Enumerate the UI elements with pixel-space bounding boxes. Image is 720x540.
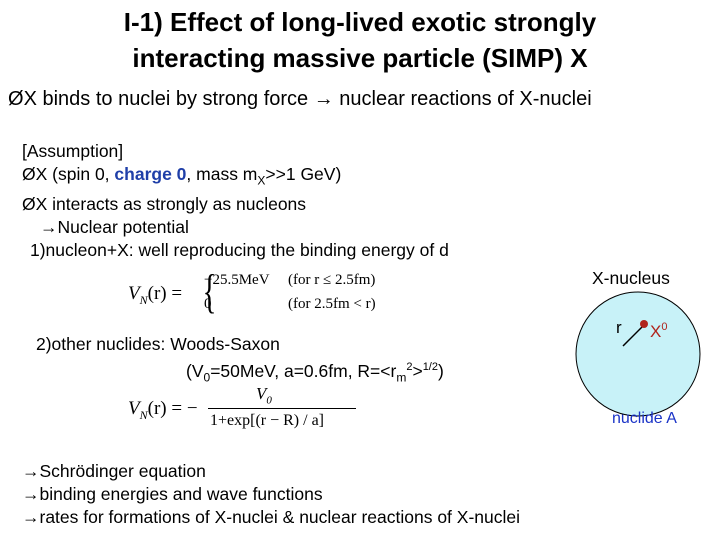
eq2-lhs: VN(r) = − — [128, 398, 198, 422]
title-line-1: I-1) Effect of long-lived exotic strongl… — [123, 7, 597, 37]
eq1-case2-cond: (for 2.5fm < r) — [288, 296, 376, 312]
slide-title: I-1) Effect of long-lived exotic strongl… — [0, 4, 720, 76]
arrow-icon: → — [22, 484, 40, 504]
ws-line-2: (V0=50MeV, a=0.6fm, R=<rm2>1/2) — [186, 360, 444, 385]
r-label: r — [616, 318, 622, 337]
item-marker: Ø — [22, 164, 36, 184]
eq1-case2-value: 0 — [204, 296, 212, 312]
woods-saxon-text: 2)other nuclides: Woods-Saxon (V0=50MeV,… — [36, 333, 444, 389]
arrow-icon: → — [22, 507, 40, 527]
equation-woods-saxon: VN(r) = − V0 1+exp[(r − R) / a] — [128, 384, 358, 436]
main-bullet: ØX binds to nuclei by strong force → nuc… — [8, 88, 592, 111]
assumption-item-2: ØX interacts as strongly as nucleons — [22, 193, 449, 216]
conclusion-line-1: →Schrödinger equation — [22, 461, 206, 481]
eq1-case1-cond: (for r ≤ 2.5fm) — [288, 272, 376, 288]
assumption-header: [Assumption] — [22, 141, 124, 161]
eq1-brace: { — [202, 265, 217, 318]
assumption-item-3: →Nuclear potential — [22, 216, 449, 239]
eq1-case1-value: −25.5MeV — [204, 272, 270, 288]
title-line-2: interacting massive particle (SIMP) X — [132, 43, 588, 73]
eq1-lhs: VN(r) = — [128, 283, 183, 307]
assumption-block: [Assumption] ØX (spin 0, charge 0, mass … — [22, 140, 449, 262]
nuclide-a-label: nuclide A — [612, 410, 677, 427]
conclusion-block: →Schrödinger equation →binding energies … — [22, 460, 520, 529]
assumption-item-4: 1)nucleon+X: well reproducing the bindin… — [30, 239, 449, 260]
conclusion-line-3: →rates for formations of X-nuclei & nucl… — [22, 507, 520, 527]
radius-line — [622, 325, 644, 347]
charge-highlight: charge 0 — [114, 164, 187, 184]
bullet-text-a: X binds to nuclei by strong force — [23, 88, 309, 110]
eq2-denominator: 1+exp[(r − R) / a] — [210, 412, 325, 429]
item2-text: X interacts as strongly as nucleons — [35, 193, 307, 214]
item-marker: Ø — [22, 193, 36, 214]
bullet-text-b: nuclear reactions of X-nuclei — [339, 88, 592, 110]
mass-subscript: X — [257, 173, 266, 188]
conclusion-line-2: →binding energies and wave functions — [22, 484, 323, 504]
item1-text-a: X (spin 0, — [35, 164, 115, 184]
x-nucleus-label: X-nucleus — [592, 268, 670, 288]
item1-text-c: >>1 GeV) — [265, 164, 342, 184]
x-nucleus-diagram: r X0 — [575, 291, 701, 417]
assumption-item-1: ØX (spin 0, charge 0, mass mX>>1 GeV) — [22, 163, 449, 193]
bullet-marker: Ø — [8, 88, 24, 110]
fraction-bar — [208, 408, 356, 409]
arrow-icon: → — [22, 461, 40, 481]
equation-square-well: VN(r) = { −25.5MeV (for r ≤ 2.5fm) 0 (fo… — [128, 268, 398, 316]
arrow-icon: → — [40, 216, 58, 237]
x0-label: X0 — [650, 321, 667, 341]
eq2-numerator: V0 — [256, 384, 272, 407]
nucleus-circle — [575, 291, 701, 417]
item1-text-b: , mass m — [186, 164, 258, 184]
ws-line-1: 2)other nuclides: Woods-Saxon — [36, 334, 280, 354]
x-particle-dot — [640, 320, 648, 328]
item3-text: Nuclear potential — [57, 216, 189, 237]
arrow-icon: → — [313, 88, 334, 110]
